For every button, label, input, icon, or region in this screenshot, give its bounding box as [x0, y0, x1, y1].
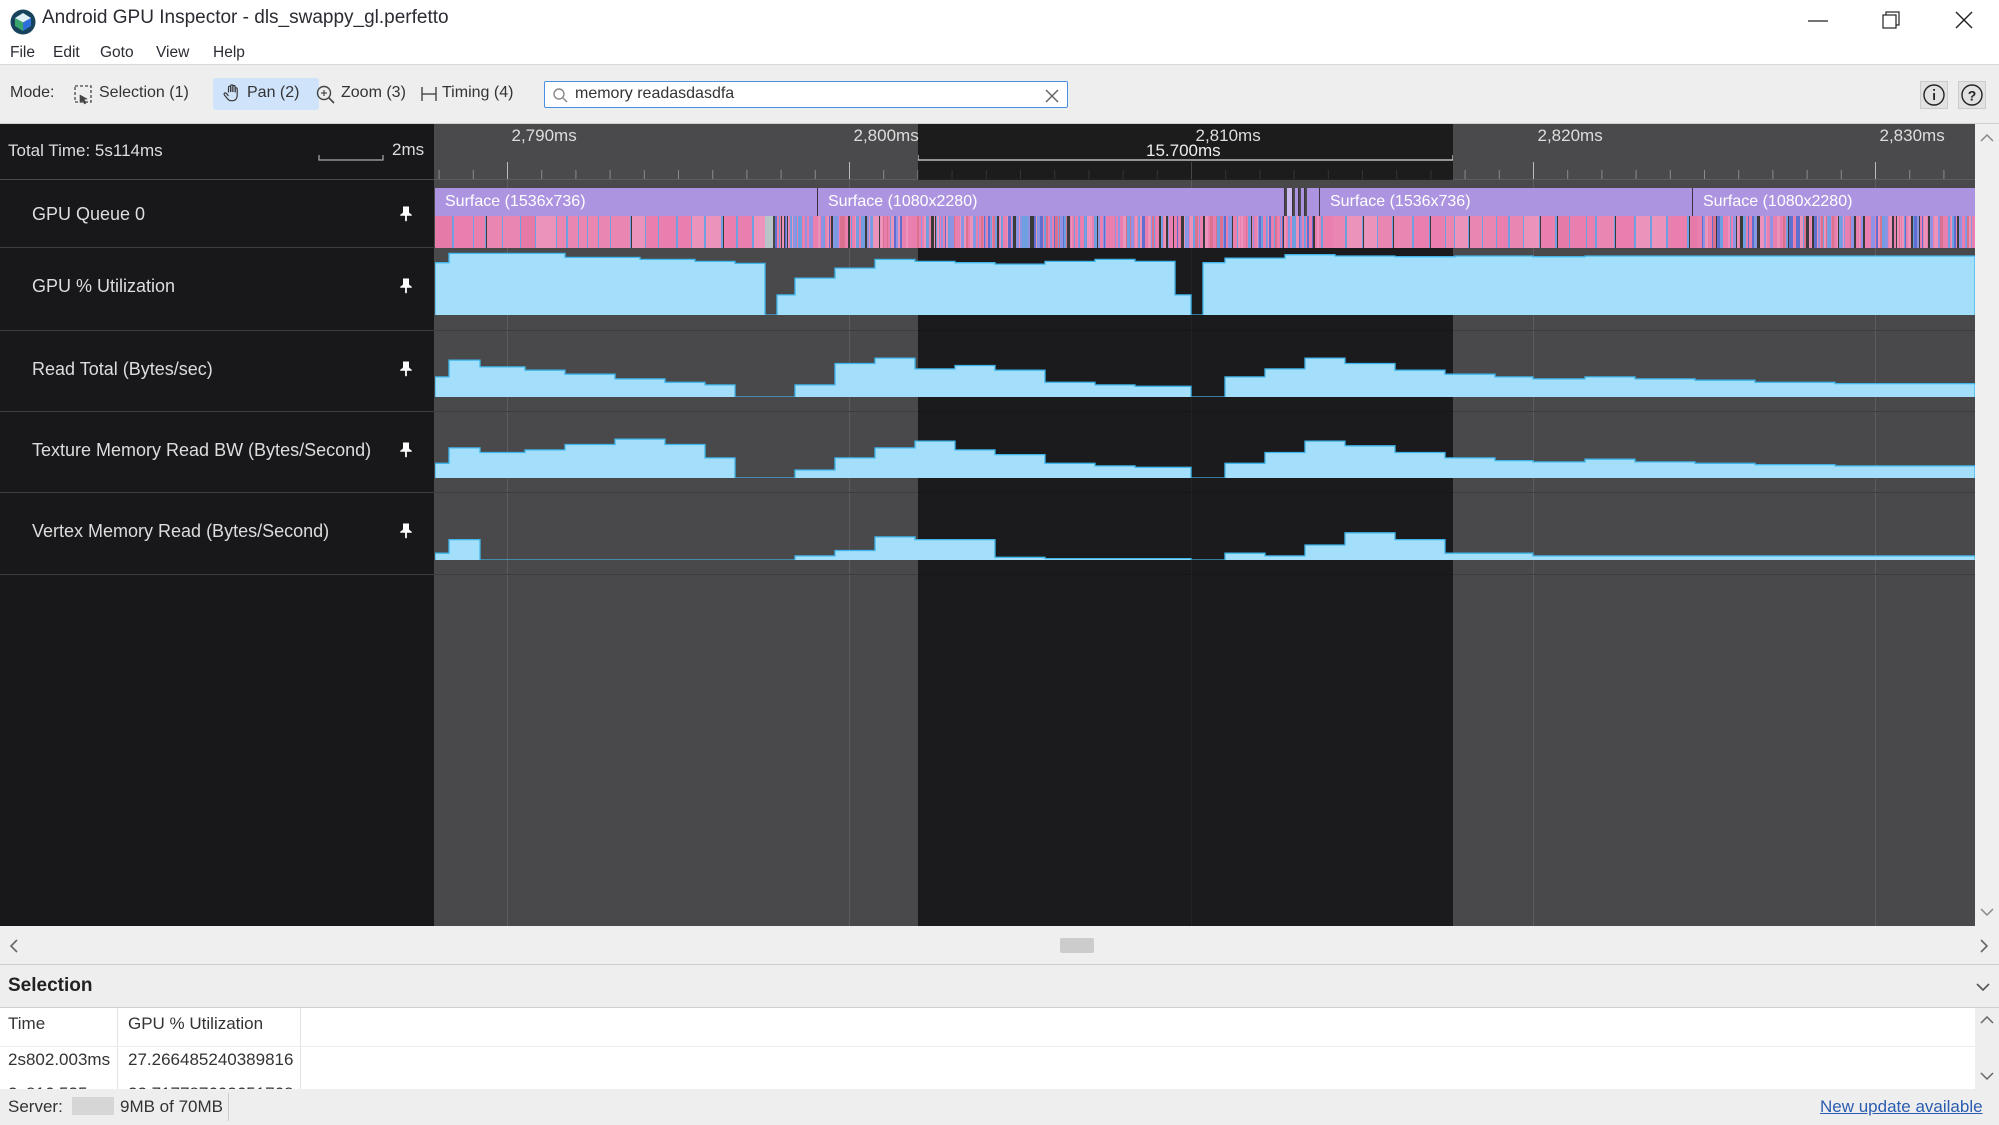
svg-text:?: ?	[1968, 88, 1977, 104]
